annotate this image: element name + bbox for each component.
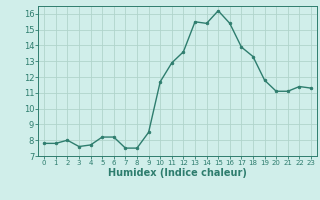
X-axis label: Humidex (Indice chaleur): Humidex (Indice chaleur) — [108, 168, 247, 178]
